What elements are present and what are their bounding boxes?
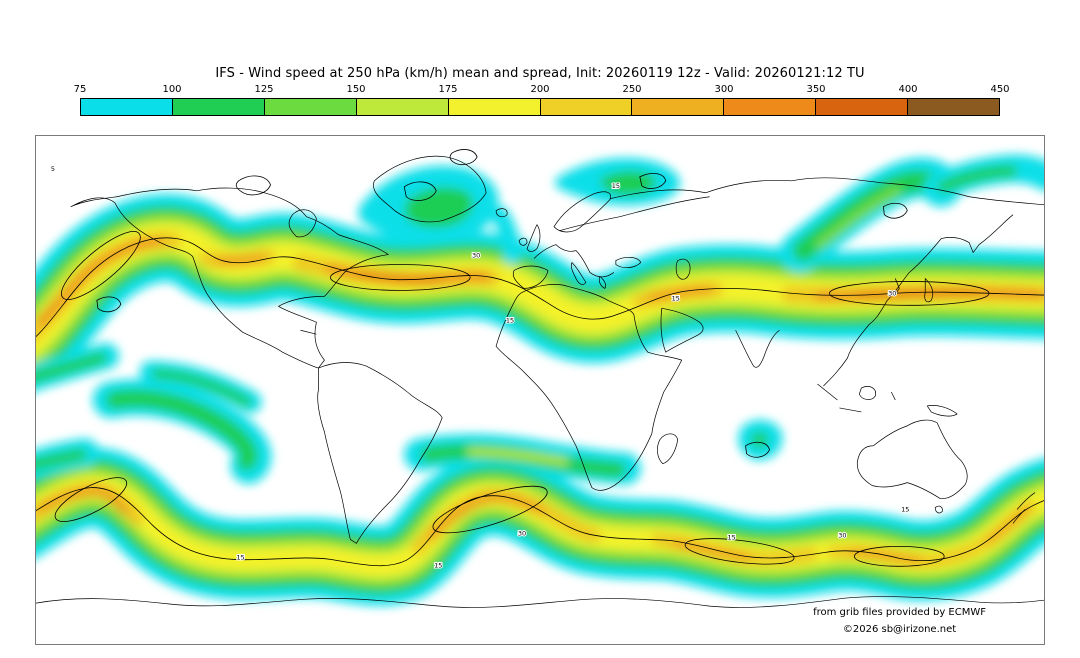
- contour-label: 15: [434, 561, 442, 569]
- colorbar-tick-label: 125: [254, 84, 274, 95]
- world-map: 5 30 15 15 15 30 15 30 15 30 15 15: [36, 149, 1044, 608]
- attribution-source: from grib files provided by ECMWF: [813, 607, 986, 618]
- colorbar-tick-label: 75: [73, 84, 87, 95]
- colorbar-segment: [540, 99, 633, 115]
- colorbar-tick-label: 175: [438, 84, 458, 95]
- colorbar-tick-label: 100: [162, 84, 182, 95]
- contours: [36, 149, 1044, 567]
- map-frame: 5 30 15 15 15 30 15 30 15 30 15 15 from grib files …: [35, 135, 1045, 645]
- contour-label: 15: [612, 182, 620, 190]
- colorbar: 75 100 125 150 175 200 250 300 350 400 450: [74, 84, 1010, 116]
- colorbar-segment: [172, 99, 265, 115]
- colorbar-tick-label: 450: [990, 84, 1010, 95]
- contour-label: 30: [838, 531, 846, 539]
- contour-label: 15: [236, 553, 244, 561]
- colorbar-tick-label: 250: [622, 84, 642, 95]
- wind-speed-fill: [36, 154, 1044, 566]
- contour-label: 5: [51, 165, 55, 173]
- colorbar-tick-label: 350: [806, 84, 826, 95]
- colorbar-segment: [264, 99, 357, 115]
- colorbar-segment: [632, 99, 725, 115]
- colorbar-tick-label: 300: [714, 84, 734, 95]
- contour-label: 15: [672, 294, 680, 302]
- colorbar-segment: [816, 99, 909, 115]
- contour-label: 15: [901, 506, 909, 514]
- attribution-copyright: ©2026 sb@irizone.net: [842, 624, 957, 635]
- colorbar-ticks: 75 100 125 150 175 200 250 300 350 400 450: [74, 84, 1010, 98]
- colorbar-segments: [80, 98, 1000, 116]
- chart-title: IFS - Wind speed at 250 hPa (km/h) mean …: [215, 66, 865, 81]
- contour-label: 15: [506, 316, 514, 324]
- contour-label: 15: [727, 533, 735, 541]
- colorbar-tick-label: 150: [346, 84, 366, 95]
- colorbar-segment: [908, 99, 1000, 115]
- contour-label: 30: [472, 252, 480, 260]
- attribution: from grib files provided by ECMWF ©2026 …: [813, 604, 986, 638]
- colorbar-tick-label: 400: [898, 84, 918, 95]
- coastlines: [36, 155, 1044, 608]
- contour-label: 30: [888, 289, 896, 297]
- colorbar-segment: [356, 99, 449, 115]
- colorbar-tick-label: 200: [530, 84, 550, 95]
- colorbar-segment: [724, 99, 817, 115]
- contour-label: 30: [518, 529, 526, 537]
- colorbar-segment: [81, 99, 173, 115]
- contour-labels: 5 30 15 15 15 30 15 30 15 30 15 15: [50, 164, 910, 570]
- colorbar-segment: [448, 99, 541, 115]
